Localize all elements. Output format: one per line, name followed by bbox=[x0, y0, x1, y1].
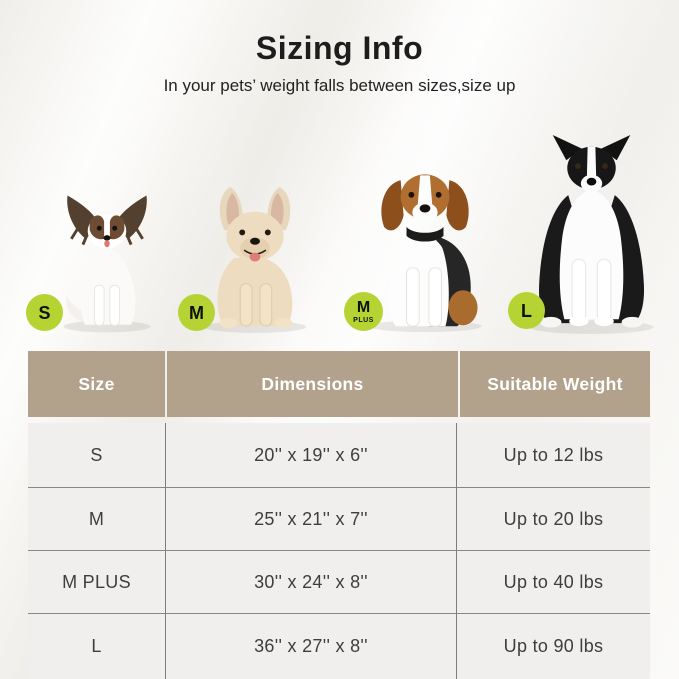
table-header-row: Size Dimensions Suitable Weight bbox=[28, 351, 650, 417]
size-cell: L bbox=[28, 614, 166, 679]
border-collie-dog-icon bbox=[529, 135, 654, 334]
dimensions-cell: 36'' x 27'' x 8'' bbox=[166, 614, 457, 679]
size-badge-m-label: M bbox=[189, 302, 204, 323]
table-row-s: S 20'' x 19'' x 6'' Up to 12 lbs bbox=[28, 423, 650, 487]
dimensions-cell: 30'' x 24'' x 8'' bbox=[166, 551, 457, 613]
papillon-dog-icon bbox=[63, 195, 151, 333]
size-badge-m-plus: M PLUS bbox=[344, 292, 383, 331]
weight-cell: Up to 40 lbs bbox=[503, 571, 604, 592]
subtitle: In your pets’ weight falls between sizes… bbox=[163, 76, 516, 95]
column-header-size: Size bbox=[28, 351, 165, 417]
table-row-m-plus: M PLUS 30'' x 24'' x 8'' Up to 40 lbs bbox=[28, 550, 650, 613]
size-badge-l: L bbox=[508, 292, 545, 329]
dimensions-cell: 25'' x 21'' x 7'' bbox=[166, 488, 457, 550]
column-header-dimensions: Dimensions bbox=[167, 351, 458, 417]
column-header-suitable-weight: Suitable Weight bbox=[460, 351, 650, 417]
table-body: S 20'' x 19'' x 6'' Up to 12 lbs M 25'' … bbox=[28, 423, 650, 679]
weight-cell: Up to 20 lbs bbox=[503, 508, 604, 529]
size-badge-l-label: L bbox=[521, 300, 532, 321]
weight-cell: Up to 90 lbs bbox=[503, 636, 604, 656]
size-badge-s-label: S bbox=[38, 302, 51, 323]
table-row-m: M 25'' x 21'' x 7'' Up to 20 lbs bbox=[28, 487, 650, 550]
size-cell: S bbox=[28, 423, 166, 487]
size-cell: M bbox=[28, 488, 166, 550]
size-badge-m-plus-label: M bbox=[356, 298, 371, 316]
sizing-table: Size Dimensions Suitable Weight S 20'' x… bbox=[28, 351, 650, 679]
size-cell: M PLUS bbox=[28, 551, 166, 613]
table-row-l: L 36'' x 27'' x 8'' Up to 90 lbs bbox=[28, 613, 650, 679]
page-title: Sizing Info bbox=[255, 30, 424, 66]
size-badge-m: M bbox=[178, 294, 215, 331]
size-badge-s: S bbox=[26, 294, 63, 331]
french-bulldog-dog-icon bbox=[203, 187, 307, 333]
dimensions-cell: 20'' x 19'' x 6'' bbox=[166, 423, 457, 487]
beagle-dog-icon bbox=[368, 174, 482, 333]
size-badge-m-plus-sublabel: PLUS bbox=[353, 316, 374, 324]
weight-cell: Up to 12 lbs bbox=[503, 444, 604, 465]
